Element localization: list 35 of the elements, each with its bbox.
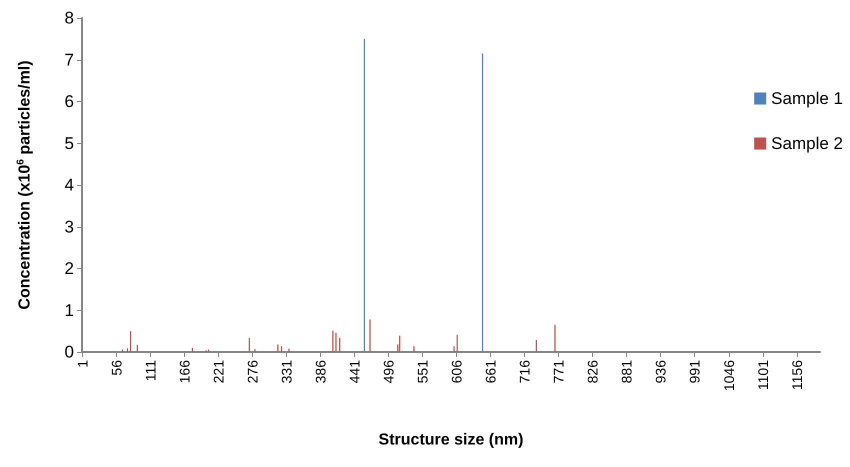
x-tick-label: 386 bbox=[312, 360, 328, 384]
x-tick-label: 56 bbox=[108, 360, 124, 376]
x-tick-label: 991 bbox=[686, 360, 703, 384]
legend-label: Sample 2 bbox=[771, 134, 844, 153]
y-tick-label: 0 bbox=[64, 342, 74, 362]
y-tick-label: 2 bbox=[64, 259, 74, 278]
x-tick-label: 276 bbox=[244, 360, 260, 384]
x-tick-label: 221 bbox=[210, 360, 226, 384]
y-axis-title: Concentration (x106 particles/ml) bbox=[16, 60, 34, 310]
x-tick-label: 606 bbox=[448, 360, 465, 384]
y-tick-label: 8 bbox=[64, 8, 74, 28]
x-axis-title: Structure size (nm) bbox=[378, 432, 524, 448]
x-tick-label: 1156 bbox=[788, 360, 805, 390]
x-tick-label: 551 bbox=[414, 360, 431, 384]
x-tick-label: 166 bbox=[176, 360, 192, 384]
x-tick-label: 661 bbox=[482, 360, 499, 384]
y-tick-label: 3 bbox=[64, 217, 74, 236]
y-tick-label: 6 bbox=[64, 92, 74, 111]
x-tick-label: 496 bbox=[380, 360, 397, 384]
x-tick-label: 936 bbox=[652, 360, 669, 384]
x-tick-label: 826 bbox=[584, 360, 601, 384]
x-tick-label: 1 bbox=[74, 360, 90, 368]
x-tick-label: 716 bbox=[516, 360, 533, 384]
y-tick-label: 4 bbox=[64, 176, 74, 194]
x-tick-label: 441 bbox=[346, 360, 362, 384]
x-tick-label: 1046 bbox=[720, 360, 737, 392]
y-tick-label: 1 bbox=[64, 300, 74, 320]
legend-label: Sample 1 bbox=[771, 89, 844, 108]
y-tick-label: 7 bbox=[64, 50, 74, 70]
y-tick-label: 5 bbox=[64, 134, 74, 153]
x-tick-label: 771 bbox=[550, 360, 567, 384]
x-tick-label: 1101 bbox=[754, 360, 771, 390]
x-tick-label: 331 bbox=[278, 360, 294, 384]
x-tick-label: 881 bbox=[618, 360, 635, 384]
x-tick-label: 111 bbox=[142, 360, 158, 382]
